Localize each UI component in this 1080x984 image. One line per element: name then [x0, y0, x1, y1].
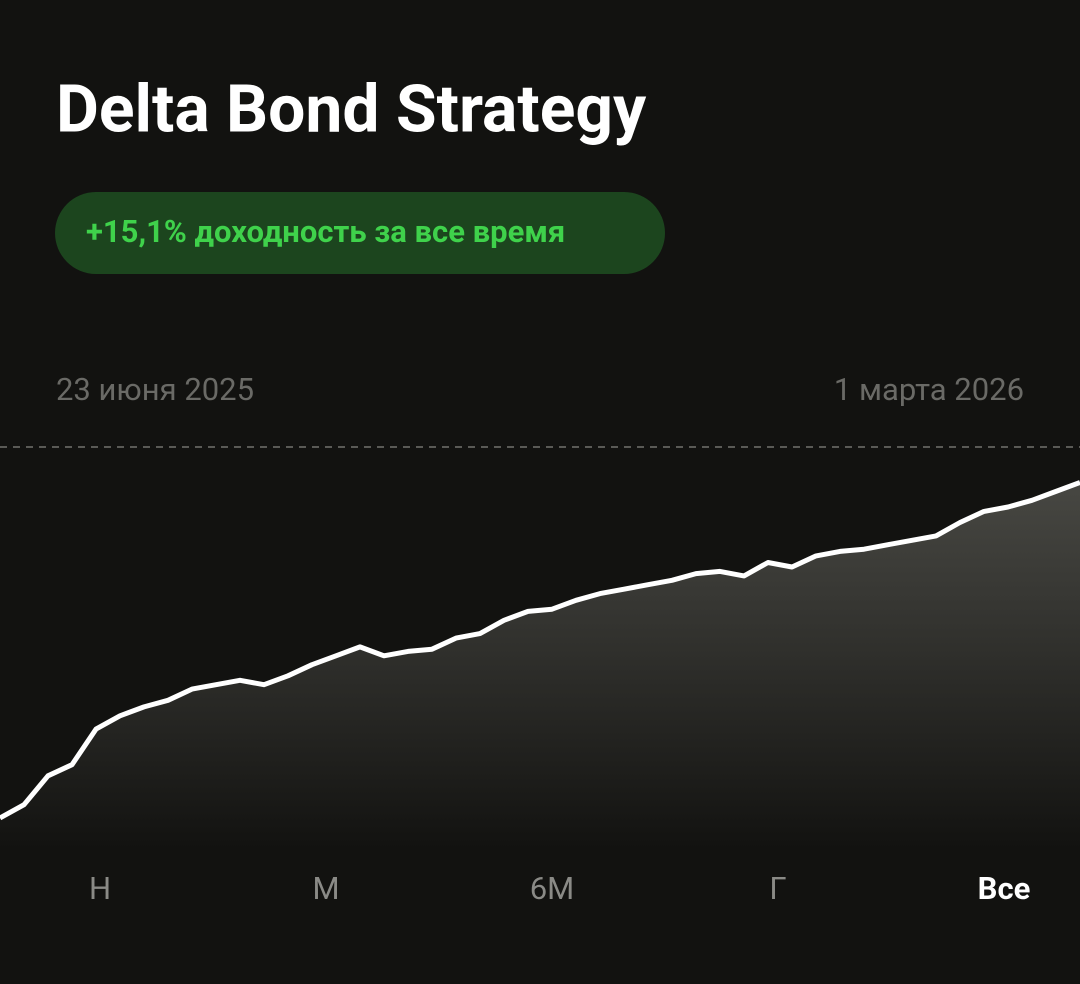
badge: [55, 192, 665, 274]
period-button[interactable]: Г: [769, 870, 786, 907]
period-button[interactable]: М: [312, 870, 339, 907]
line: [0, 480, 1080, 821]
chart: [0, 480, 1080, 850]
period-button[interactable]: Н: [89, 870, 111, 907]
period-selector: Н М 6М Г Все: [89, 870, 1030, 907]
period-button[interactable]: Все: [978, 870, 1031, 907]
end-date: 1 марта 2026: [834, 371, 1024, 408]
area: [0, 482, 1080, 850]
title: Delta Bond Strategy: [56, 71, 647, 148]
start-date: 23 июня 2025: [56, 371, 254, 408]
period-button[interactable]: 6М: [530, 870, 575, 907]
badge-text: +15,1% доходность за все время: [86, 213, 565, 250]
